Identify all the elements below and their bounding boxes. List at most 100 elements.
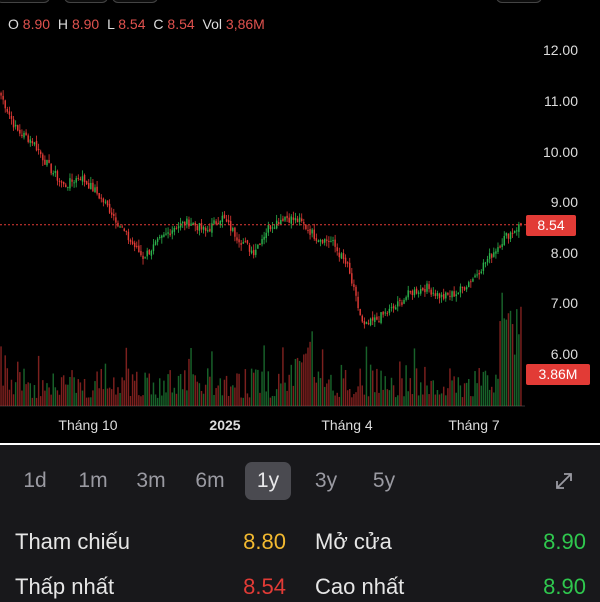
volume-bar — [309, 341, 311, 406]
volume-bar — [386, 389, 389, 406]
volume-bar — [113, 377, 115, 406]
volume-bar — [17, 361, 19, 406]
candle-body — [344, 257, 347, 264]
volume-bar — [73, 377, 75, 406]
candle-body — [79, 178, 82, 180]
candle-body — [108, 203, 111, 213]
volume-bar — [415, 368, 418, 406]
volume-bar — [269, 397, 272, 406]
candle-body — [198, 223, 201, 231]
candle-body — [263, 236, 265, 240]
volume-bar — [338, 396, 341, 406]
candle-body — [300, 218, 303, 222]
volume-bar — [219, 378, 222, 406]
candle-body — [330, 241, 332, 243]
range-button-6m[interactable]: 6m — [195, 469, 225, 492]
candle-body — [411, 290, 414, 295]
candle-body — [173, 228, 176, 232]
candle-body — [123, 228, 125, 231]
volume-bar — [453, 376, 455, 406]
volume-bar — [349, 388, 351, 406]
volume-bar — [292, 385, 295, 406]
range-button-1y[interactable]: 1y — [245, 462, 291, 500]
candle-body — [23, 132, 25, 138]
candle-body — [294, 217, 297, 221]
volume-bar — [148, 373, 151, 406]
candle-body — [486, 258, 489, 263]
volume-bar — [102, 389, 105, 406]
volume-bar — [152, 382, 155, 406]
candle-body — [159, 236, 161, 238]
volume-bar — [198, 383, 201, 406]
volume-bar — [353, 393, 355, 406]
candle-body — [261, 239, 263, 245]
expand-arrows-icon[interactable] — [552, 469, 576, 493]
candle-body — [355, 286, 357, 296]
volume-bar — [83, 378, 86, 406]
volume-bar — [117, 387, 119, 406]
candle-body — [10, 115, 13, 119]
candle-body — [113, 213, 115, 217]
close-value: 8.54 — [167, 16, 195, 32]
volume-bar — [79, 382, 82, 406]
candle-body — [349, 262, 351, 274]
volume-bar — [6, 368, 9, 406]
candle-body — [154, 241, 157, 245]
volume-bar — [442, 386, 445, 406]
candle-body — [440, 294, 443, 297]
range-button-3y[interactable]: 3y — [314, 469, 338, 492]
candle-body — [58, 180, 61, 182]
candle-body — [186, 218, 188, 225]
candle-body — [334, 239, 336, 247]
candle-body — [144, 257, 146, 259]
candle-body — [430, 289, 432, 295]
candle-body — [313, 229, 315, 239]
range-button-1m[interactable]: 1m — [78, 469, 108, 492]
volume-bar — [240, 397, 242, 406]
volume-bar — [209, 376, 211, 406]
candle-body — [21, 134, 23, 137]
volume-bar — [58, 394, 61, 406]
volume-bar — [165, 392, 167, 406]
candle-body — [215, 221, 217, 225]
volume-bar — [340, 364, 343, 406]
candle-body — [67, 186, 69, 188]
volume-bar — [29, 383, 32, 406]
candle-body — [29, 139, 32, 143]
candle-body — [415, 288, 418, 294]
candle-body — [424, 288, 426, 293]
candle-body — [465, 287, 468, 290]
candle-body — [56, 171, 59, 181]
range-button-5y[interactable]: 5y — [372, 469, 396, 492]
volume-bar — [150, 394, 153, 406]
quote-panel: 1d 1m 3m 6m 1y 3y 5y Tham chiếu 8.80 Mở … — [0, 443, 600, 602]
volume-bar — [275, 389, 278, 406]
volume-bar — [140, 396, 142, 406]
candle-body — [192, 222, 194, 225]
candle-body — [507, 233, 510, 239]
candle-body — [167, 232, 169, 234]
candle-body — [240, 243, 242, 245]
candle-body — [520, 223, 522, 225]
candle-body — [194, 222, 196, 226]
range-button-3m[interactable]: 3m — [136, 469, 166, 492]
volume-bar — [351, 397, 353, 406]
volume-bar — [92, 390, 94, 406]
range-button-1d[interactable]: 1d — [23, 469, 47, 492]
volume-bar — [422, 394, 424, 406]
volume-bar — [8, 389, 11, 406]
price-chart[interactable]: O 8.90 H 8.90 L 8.54 C 8.54 Vol 3,86M 12… — [0, 0, 600, 443]
volume-bar — [455, 392, 457, 406]
candle-body — [234, 227, 236, 237]
volume-bar — [252, 372, 255, 406]
volume-bar — [12, 394, 15, 406]
candle-body — [131, 241, 134, 244]
last-volume-tag: 3.86M — [526, 364, 590, 385]
candle-body — [365, 322, 368, 324]
volume-bar — [449, 368, 451, 406]
volume-bar — [518, 334, 520, 406]
candle-body — [207, 230, 209, 232]
volume-bar — [181, 389, 184, 406]
volume-bar — [110, 389, 113, 406]
volume-bar — [403, 396, 405, 406]
